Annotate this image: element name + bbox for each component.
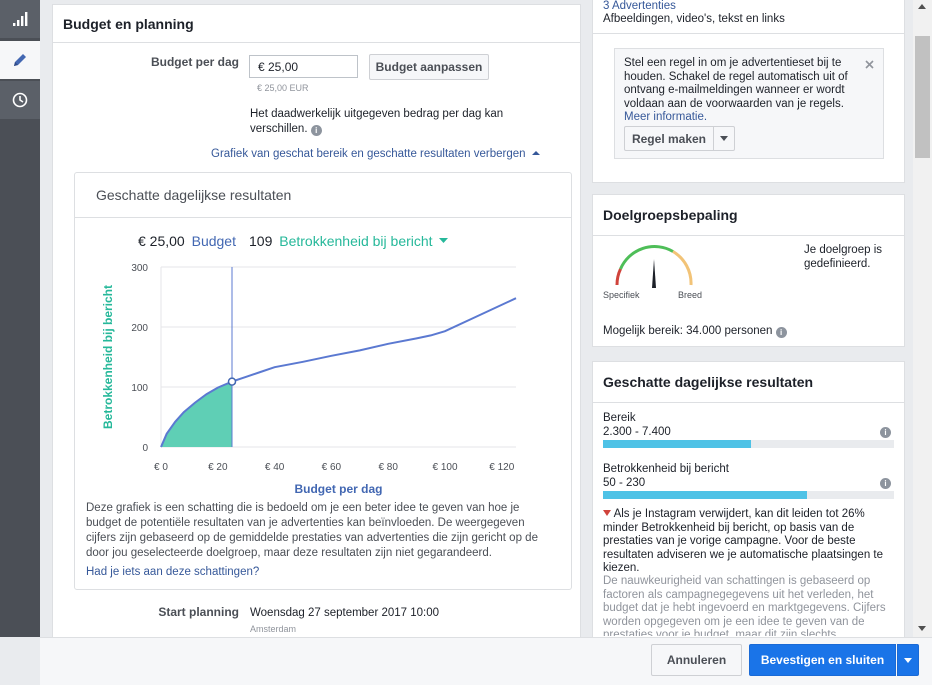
- budget-label: Budget per dag: [150, 55, 239, 69]
- info-icon[interactable]: i: [880, 478, 891, 489]
- confirm-dropdown[interactable]: [897, 644, 919, 676]
- summary-result[interactable]: 109 Betrokkenheid bij bericht: [249, 233, 449, 249]
- x-tick-label: € 100: [432, 462, 457, 473]
- timezone-label: Amsterdam: [250, 624, 297, 634]
- x-tick-label: € 0: [154, 462, 168, 473]
- metric-label: Bereik: [603, 412, 636, 424]
- summary-budget: € 25,00 Budget: [138, 233, 236, 249]
- chart-disclaimer: Deze grafiek is een schatting die is bed…: [86, 502, 538, 559]
- y-tick-label: 0: [142, 443, 148, 454]
- reach-bar-fill: [603, 440, 752, 448]
- rule-text-body: Stel een regel in om je advertentieset b…: [624, 57, 848, 110]
- instagram-warning-text: Als je Instagram verwijdert, kan dit lei…: [603, 508, 884, 574]
- reach-bar: [603, 440, 894, 448]
- nav-performance[interactable]: [0, 0, 40, 38]
- rule-suggestion-box: Stel een regel in om je advertentieset b…: [614, 48, 884, 159]
- gauge-left-label: Specifiek: [603, 290, 640, 300]
- daily-results-card: Geschatte dagelijkse resultaten: [592, 361, 905, 641]
- arrow-down-icon: [603, 510, 611, 516]
- metric-range: 2.300 - 7.400: [603, 426, 671, 438]
- ads-subtitle: Afbeeldingen, video's, tekst en links: [603, 13, 785, 25]
- pencil-icon: [14, 54, 26, 66]
- budget-planning-card: Budget en planning Budget per dag Budget…: [52, 4, 581, 644]
- create-rule-dropdown[interactable]: [713, 126, 735, 151]
- scrollbar-thumb[interactable]: [915, 36, 930, 158]
- summary-result-value: 109: [249, 233, 273, 249]
- spend-note-text: Het daadwerkelijk uitgegeven bedrag per …: [250, 108, 504, 135]
- series-line: [160, 297, 517, 448]
- accuracy-note: De nauwkeurigheid van schattingen is geb…: [603, 575, 886, 636]
- schedule-label: Start planning: [158, 605, 239, 619]
- x-tick-label: € 40: [265, 462, 285, 473]
- reach-estimate: Mogelijk bereik: 34.000 personen i: [603, 325, 787, 338]
- y-axis-label: Betrokkenheid bij bericht: [101, 285, 115, 429]
- chart-panel-divider: [75, 217, 571, 218]
- engagement-bar: [603, 491, 894, 499]
- selected-point[interactable]: [227, 377, 237, 386]
- x-axis-label: Budget per dag: [294, 482, 382, 496]
- gauge-right-label: Breed: [678, 290, 703, 300]
- scroll-down-icon[interactable]: [918, 626, 926, 631]
- title-divider: [53, 42, 580, 43]
- audience-title: Doelgroepsbepaling: [603, 207, 738, 223]
- audience-status: Je doelgroep is gedefinieerd.: [804, 244, 882, 270]
- x-tick-label: € 20: [208, 462, 228, 473]
- cancel-button[interactable]: Annuleren: [651, 644, 742, 676]
- section-title: Budget en planning: [63, 16, 194, 32]
- bar-chart-icon: [13, 12, 28, 26]
- left-nav-rail: [0, 0, 40, 637]
- results-line-chart[interactable]: 0 100 200 300 € 0 € 20 € 40 € 60 € 80 € 100 € 120 B…: [75, 257, 573, 497]
- x-tick-label: € 80: [378, 462, 398, 473]
- audience-divider: [593, 235, 904, 236]
- instagram-warning: Als je Instagram verwijdert, kan dit lei…: [603, 508, 898, 576]
- info-icon[interactable]: i: [775, 327, 787, 338]
- rule-more-info-link[interactable]: Meer informatie.: [624, 111, 708, 123]
- ads-count-link[interactable]: 3 Advertenties: [603, 0, 676, 12]
- summary-budget-value: € 25,00: [138, 233, 185, 249]
- y-tick-label: 100: [131, 383, 148, 394]
- confirm-close-button[interactable]: Bevestigen en sluiten: [749, 644, 896, 676]
- reach-text: Mogelijk bereik: 34.000 personen: [603, 325, 773, 337]
- rule-text: Stel een regel in om je advertentieset b…: [624, 57, 856, 125]
- ads-divider: [593, 33, 904, 34]
- summary-budget-label: Budget: [191, 233, 236, 249]
- adjust-budget-button[interactable]: Budget aanpassen: [369, 54, 489, 80]
- audience-gauge: [615, 245, 693, 288]
- toggle-chart-link[interactable]: Grafiek van geschat bereik en geschatte …: [211, 148, 540, 160]
- metric-range: 50 - 230: [603, 477, 646, 489]
- estimated-results-chart-panel: Geschatte dagelijkse resultaten € 25,00 …: [74, 172, 572, 590]
- results-divider: [593, 402, 904, 403]
- audience-card: Doelgroepsbepaling Specifiek Breed Je do…: [592, 194, 905, 347]
- info-icon[interactable]: i: [310, 125, 322, 136]
- chevron-down-icon: [904, 657, 912, 663]
- feedback-link[interactable]: Had je iets aan deze schattingen?: [86, 566, 260, 578]
- toggle-chart-link-text: Grafiek van geschat bereik en geschatte …: [211, 148, 526, 160]
- metric-label: Betrokkenheid bij bericht: [603, 463, 729, 475]
- results-title: Geschatte dagelijkse resultaten: [603, 374, 814, 390]
- budget-input[interactable]: [249, 55, 358, 78]
- y-tick-label: 300: [131, 263, 148, 274]
- chevron-down-icon: [439, 238, 449, 243]
- x-tick-label: € 60: [322, 462, 342, 473]
- chart-panel-title: Geschatte dagelijkse resultaten: [96, 187, 292, 203]
- chevron-down-icon: [720, 136, 728, 141]
- engagement-bar-fill: [603, 491, 807, 499]
- close-icon[interactable]: [865, 60, 874, 69]
- nav-history[interactable]: [0, 81, 40, 119]
- summary-result-label: Betrokkenheid bij bericht: [279, 233, 433, 249]
- caret-up-icon: [531, 151, 540, 155]
- schedule-value: Woensdag 27 september 2017 10:00: [250, 607, 440, 619]
- scroll-up-icon[interactable]: [918, 4, 926, 9]
- nav-edit[interactable]: [0, 41, 40, 79]
- x-tick-label: € 120: [489, 462, 514, 473]
- info-icon[interactable]: i: [880, 427, 891, 438]
- y-tick-label: 200: [131, 323, 148, 334]
- spend-note: Het daadwerkelijk uitgegeven bedrag per …: [250, 107, 515, 137]
- budget-hint: € 25,00 EUR: [257, 83, 309, 93]
- clock-icon: [12, 92, 28, 108]
- create-rule-button[interactable]: Regel maken: [624, 126, 714, 151]
- scrollbar[interactable]: [913, 0, 932, 637]
- selected-area: [161, 381, 232, 447]
